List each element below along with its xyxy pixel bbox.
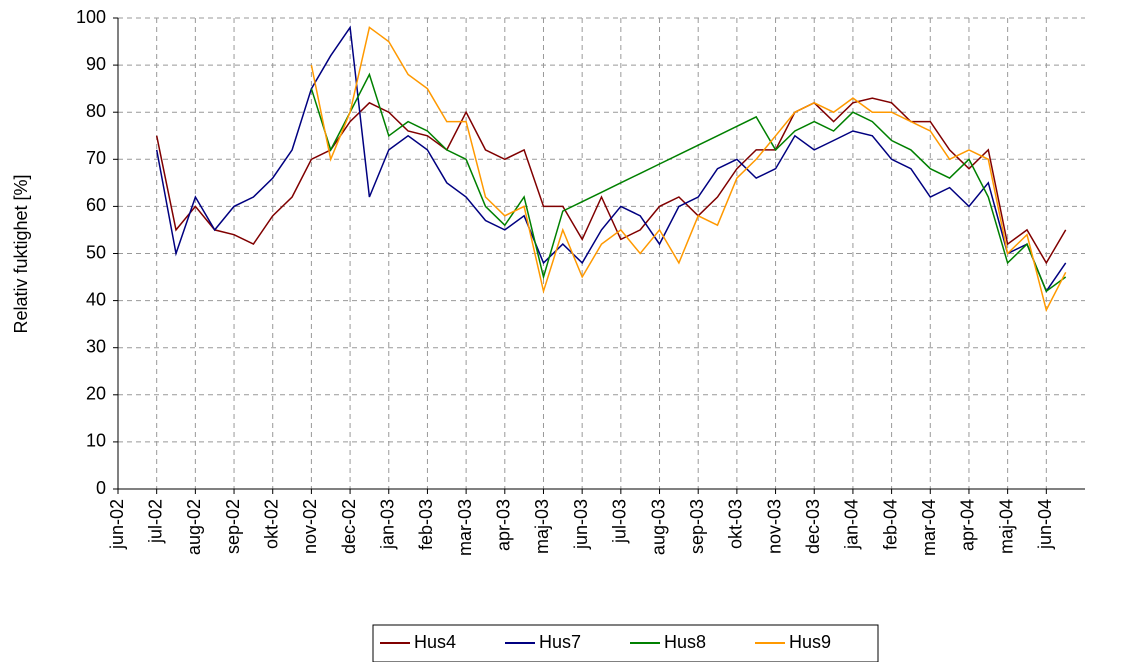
x-tick-label: maj-04 — [996, 499, 1016, 554]
x-tick-label: sep-03 — [687, 499, 707, 554]
x-tick-label: feb-03 — [416, 499, 436, 550]
legend-label: Hus7 — [539, 632, 581, 652]
y-tick-label: 70 — [86, 148, 106, 168]
x-tick-label: aug-02 — [184, 499, 204, 555]
x-tick-label: nov-02 — [300, 499, 320, 554]
y-tick-label: 10 — [86, 431, 106, 451]
x-tick-label: jun-04 — [1035, 499, 1055, 550]
x-tick-label: dec-03 — [803, 499, 823, 554]
legend-box — [372, 624, 879, 663]
x-tick-label: jan-04 — [842, 499, 862, 550]
y-tick-label: 0 — [96, 478, 106, 498]
x-tick-label: okt-02 — [261, 499, 281, 549]
x-tick-label: jun-02 — [107, 499, 127, 550]
y-tick-label: 50 — [86, 242, 106, 262]
y-tick-label: 100 — [76, 7, 106, 27]
x-tick-label: apr-03 — [494, 499, 514, 551]
y-tick-label: 30 — [86, 336, 106, 356]
series-line — [310, 26, 1067, 313]
y-tick-label: 20 — [86, 384, 106, 404]
y-tick-label: 90 — [86, 54, 106, 74]
x-tick-label: sep-02 — [223, 499, 243, 554]
x-tick-label: jun-03 — [571, 499, 591, 550]
x-tick-label: mar-04 — [919, 499, 939, 556]
series-line — [310, 72, 1067, 293]
series-line — [155, 97, 1067, 265]
x-tick-label: aug-03 — [648, 499, 668, 555]
x-tick-label: feb-04 — [880, 499, 900, 550]
y-tick-label: 80 — [86, 101, 106, 121]
legend-label: Hus4 — [414, 632, 456, 652]
x-tick-label: mar-03 — [455, 499, 475, 556]
y-tick-label: 60 — [86, 195, 106, 215]
series-line — [155, 25, 1067, 293]
legend-label: Hus8 — [664, 632, 706, 652]
x-tick-label: maj-03 — [532, 499, 552, 554]
legend-label: Hus9 — [789, 632, 831, 652]
x-tick-label: apr-04 — [958, 499, 978, 551]
x-tick-label: dec-02 — [339, 499, 359, 554]
y-tick-label: 40 — [86, 289, 106, 309]
y-axis-title: Relativ fuktighet [%] — [11, 174, 31, 333]
x-tick-label: nov-03 — [764, 499, 784, 554]
x-tick-label: jul-02 — [145, 499, 165, 544]
x-tick-label: jan-03 — [378, 499, 398, 550]
x-tick-label: jul-03 — [610, 499, 630, 544]
x-tick-label: okt-03 — [726, 499, 746, 549]
